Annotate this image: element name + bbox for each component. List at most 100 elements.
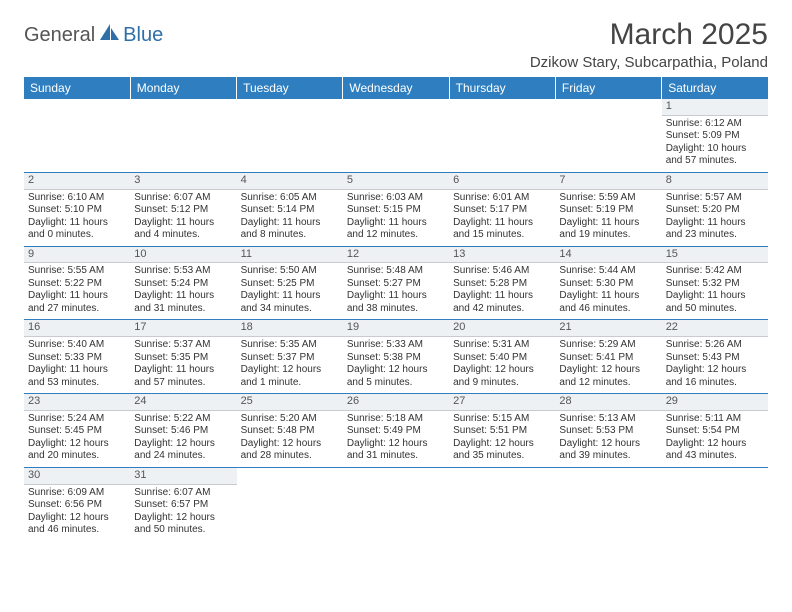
day-number: 19 (343, 320, 449, 337)
day-number: 9 (24, 247, 130, 264)
calendar-week: 2Sunrise: 6:10 AMSunset: 5:10 PMDaylight… (24, 172, 768, 246)
daylight-text: Daylight: 12 hours and 31 minutes. (347, 438, 445, 463)
daylight-text: Daylight: 12 hours and 46 minutes. (28, 512, 126, 537)
sunrise-text: Sunrise: 5:24 AM (28, 413, 126, 426)
calendar-body: 1Sunrise: 6:12 AMSunset: 5:09 PMDaylight… (24, 99, 768, 541)
day-header: Sunday (24, 77, 130, 99)
sunset-text: Sunset: 5:12 PM (134, 204, 232, 217)
sail-icon (97, 22, 121, 49)
daylight-text: Daylight: 11 hours and 12 minutes. (347, 217, 445, 242)
sunrise-text: Sunrise: 5:48 AM (347, 265, 445, 278)
daylight-text: Daylight: 11 hours and 34 minutes. (241, 290, 339, 315)
sunrise-text: Sunrise: 6:09 AM (28, 487, 126, 500)
daylight-text: Daylight: 11 hours and 15 minutes. (453, 217, 551, 242)
sunset-text: Sunset: 5:20 PM (666, 204, 764, 217)
day-header: Tuesday (237, 77, 343, 99)
sunset-text: Sunset: 5:46 PM (134, 425, 232, 438)
calendar-cell: 30Sunrise: 6:09 AMSunset: 6:56 PMDayligh… (24, 467, 130, 540)
day-number: 1 (662, 99, 768, 116)
day-header: Friday (555, 77, 661, 99)
sunrise-text: Sunrise: 6:05 AM (241, 192, 339, 205)
sunset-text: Sunset: 5:49 PM (347, 425, 445, 438)
month-title: March 2025 (530, 18, 768, 52)
daylight-text: Daylight: 11 hours and 31 minutes. (134, 290, 232, 315)
daylight-text: Daylight: 11 hours and 42 minutes. (453, 290, 551, 315)
calendar-cell: 26Sunrise: 5:18 AMSunset: 5:49 PMDayligh… (343, 394, 449, 468)
sunset-text: Sunset: 5:19 PM (559, 204, 657, 217)
daylight-text: Daylight: 12 hours and 43 minutes. (666, 438, 764, 463)
sunrise-text: Sunrise: 5:55 AM (28, 265, 126, 278)
calendar-cell: 1Sunrise: 6:12 AMSunset: 5:09 PMDaylight… (662, 99, 768, 172)
sunset-text: Sunset: 5:32 PM (666, 278, 764, 291)
calendar-cell (130, 99, 236, 172)
calendar-cell: 28Sunrise: 5:13 AMSunset: 5:53 PMDayligh… (555, 394, 661, 468)
daylight-text: Daylight: 12 hours and 16 minutes. (666, 364, 764, 389)
sunrise-text: Sunrise: 5:20 AM (241, 413, 339, 426)
calendar-cell: 23Sunrise: 5:24 AMSunset: 5:45 PMDayligh… (24, 394, 130, 468)
calendar-table: SundayMondayTuesdayWednesdayThursdayFrid… (24, 77, 768, 541)
calendar-week: 23Sunrise: 5:24 AMSunset: 5:45 PMDayligh… (24, 394, 768, 468)
calendar-week: 30Sunrise: 6:09 AMSunset: 6:56 PMDayligh… (24, 467, 768, 540)
calendar-cell (555, 99, 661, 172)
sunset-text: Sunset: 5:45 PM (28, 425, 126, 438)
calendar-cell: 6Sunrise: 6:01 AMSunset: 5:17 PMDaylight… (449, 172, 555, 246)
day-number: 7 (555, 173, 661, 190)
sunrise-text: Sunrise: 6:12 AM (666, 118, 764, 131)
calendar-cell: 12Sunrise: 5:48 AMSunset: 5:27 PMDayligh… (343, 246, 449, 320)
calendar-cell: 21Sunrise: 5:29 AMSunset: 5:41 PMDayligh… (555, 320, 661, 394)
calendar-cell: 2Sunrise: 6:10 AMSunset: 5:10 PMDaylight… (24, 172, 130, 246)
daylight-text: Daylight: 12 hours and 12 minutes. (559, 364, 657, 389)
calendar-cell: 16Sunrise: 5:40 AMSunset: 5:33 PMDayligh… (24, 320, 130, 394)
sunrise-text: Sunrise: 5:53 AM (134, 265, 232, 278)
sunset-text: Sunset: 5:24 PM (134, 278, 232, 291)
sunset-text: Sunset: 5:33 PM (28, 352, 126, 365)
calendar-cell: 17Sunrise: 5:37 AMSunset: 5:35 PMDayligh… (130, 320, 236, 394)
sunset-text: Sunset: 5:43 PM (666, 352, 764, 365)
calendar-cell: 7Sunrise: 5:59 AMSunset: 5:19 PMDaylight… (555, 172, 661, 246)
title-block: March 2025 Dzikow Stary, Subcarpathia, P… (530, 18, 768, 71)
daylight-text: Daylight: 12 hours and 50 minutes. (134, 512, 232, 537)
daylight-text: Daylight: 11 hours and 53 minutes. (28, 364, 126, 389)
day-number: 24 (130, 394, 236, 411)
day-header: Saturday (662, 77, 768, 99)
sunset-text: Sunset: 5:48 PM (241, 425, 339, 438)
day-header: Thursday (449, 77, 555, 99)
sunset-text: Sunset: 5:53 PM (559, 425, 657, 438)
sunset-text: Sunset: 5:25 PM (241, 278, 339, 291)
day-number: 11 (237, 247, 343, 264)
calendar-cell: 14Sunrise: 5:44 AMSunset: 5:30 PMDayligh… (555, 246, 661, 320)
daylight-text: Daylight: 10 hours and 57 minutes. (666, 143, 764, 168)
day-number: 29 (662, 394, 768, 411)
calendar-cell (24, 99, 130, 172)
day-number: 28 (555, 394, 661, 411)
sunset-text: Sunset: 5:35 PM (134, 352, 232, 365)
sunrise-text: Sunrise: 5:44 AM (559, 265, 657, 278)
calendar-cell (555, 467, 661, 540)
calendar-week: 16Sunrise: 5:40 AMSunset: 5:33 PMDayligh… (24, 320, 768, 394)
calendar-cell: 13Sunrise: 5:46 AMSunset: 5:28 PMDayligh… (449, 246, 555, 320)
daylight-text: Daylight: 11 hours and 23 minutes. (666, 217, 764, 242)
day-number: 6 (449, 173, 555, 190)
day-number: 30 (24, 468, 130, 485)
sunrise-text: Sunrise: 6:03 AM (347, 192, 445, 205)
sunset-text: Sunset: 5:17 PM (453, 204, 551, 217)
sunrise-text: Sunrise: 6:07 AM (134, 192, 232, 205)
calendar-cell: 15Sunrise: 5:42 AMSunset: 5:32 PMDayligh… (662, 246, 768, 320)
sunset-text: Sunset: 5:54 PM (666, 425, 764, 438)
calendar-week: 1Sunrise: 6:12 AMSunset: 5:09 PMDaylight… (24, 99, 768, 172)
sunrise-text: Sunrise: 5:31 AM (453, 339, 551, 352)
day-header-row: SundayMondayTuesdayWednesdayThursdayFrid… (24, 77, 768, 99)
daylight-text: Daylight: 11 hours and 8 minutes. (241, 217, 339, 242)
calendar-cell: 9Sunrise: 5:55 AMSunset: 5:22 PMDaylight… (24, 246, 130, 320)
daylight-text: Daylight: 11 hours and 46 minutes. (559, 290, 657, 315)
day-number: 2 (24, 173, 130, 190)
calendar-cell: 31Sunrise: 6:07 AMSunset: 6:57 PMDayligh… (130, 467, 236, 540)
sunrise-text: Sunrise: 5:18 AM (347, 413, 445, 426)
daylight-text: Daylight: 12 hours and 28 minutes. (241, 438, 339, 463)
sunrise-text: Sunrise: 5:15 AM (453, 413, 551, 426)
day-number: 15 (662, 247, 768, 264)
calendar-cell: 3Sunrise: 6:07 AMSunset: 5:12 PMDaylight… (130, 172, 236, 246)
calendar-cell: 19Sunrise: 5:33 AMSunset: 5:38 PMDayligh… (343, 320, 449, 394)
calendar-cell: 5Sunrise: 6:03 AMSunset: 5:15 PMDaylight… (343, 172, 449, 246)
calendar-cell: 20Sunrise: 5:31 AMSunset: 5:40 PMDayligh… (449, 320, 555, 394)
